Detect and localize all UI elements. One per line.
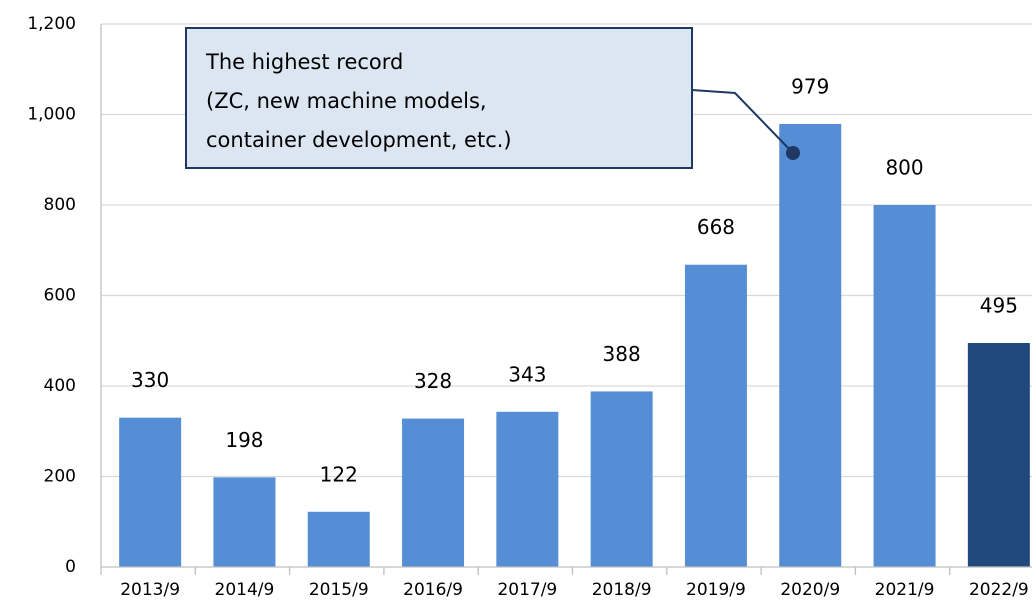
x-tick-label: 2014/9 bbox=[215, 580, 275, 600]
bar bbox=[590, 391, 653, 567]
data-label: 495 bbox=[980, 294, 1018, 318]
bar bbox=[873, 205, 936, 567]
x-tick-label: 2017/9 bbox=[497, 580, 557, 600]
x-tick-label: 2021/9 bbox=[875, 580, 935, 600]
bar bbox=[967, 343, 1030, 567]
bar bbox=[307, 511, 370, 567]
x-tick-label: 2013/9 bbox=[120, 580, 180, 600]
data-label: 388 bbox=[603, 342, 641, 366]
x-tick-label: 2015/9 bbox=[309, 580, 369, 600]
bar bbox=[496, 411, 559, 567]
data-label: 668 bbox=[697, 215, 735, 239]
bar bbox=[119, 417, 182, 567]
data-label: 198 bbox=[225, 428, 263, 452]
y-tick-label: 0 bbox=[65, 557, 76, 577]
x-tick-label: 2018/9 bbox=[592, 580, 652, 600]
bar bbox=[402, 418, 465, 567]
y-tick-label: 200 bbox=[44, 467, 76, 487]
y-tick-label: 1,200 bbox=[27, 14, 76, 34]
x-tick-label: 2020/9 bbox=[780, 580, 840, 600]
connector-dot bbox=[786, 146, 800, 160]
annotation-text: (ZC, new machine models, bbox=[206, 89, 487, 113]
y-tick-label: 800 bbox=[44, 195, 76, 215]
annotation-text: The highest record bbox=[205, 50, 403, 74]
bar bbox=[684, 264, 747, 567]
bar bbox=[213, 477, 276, 567]
connector bbox=[691, 89, 794, 154]
y-tick-label: 1,000 bbox=[27, 105, 76, 125]
annotation-text: container development, etc.) bbox=[206, 128, 512, 152]
data-label: 343 bbox=[508, 362, 546, 386]
x-tick-label: 2016/9 bbox=[403, 580, 463, 600]
bar bbox=[779, 124, 842, 567]
y-tick-label: 600 bbox=[44, 286, 76, 306]
data-label: 979 bbox=[791, 75, 829, 99]
x-tick-label: 2022/9 bbox=[969, 580, 1029, 600]
data-label: 328 bbox=[414, 369, 452, 393]
data-label: 800 bbox=[885, 156, 923, 180]
x-tick-label: 2019/9 bbox=[686, 580, 746, 600]
data-label: 122 bbox=[320, 462, 358, 486]
y-tick-label: 400 bbox=[44, 376, 76, 396]
data-label: 330 bbox=[131, 368, 169, 392]
annotation-box bbox=[185, 27, 693, 169]
